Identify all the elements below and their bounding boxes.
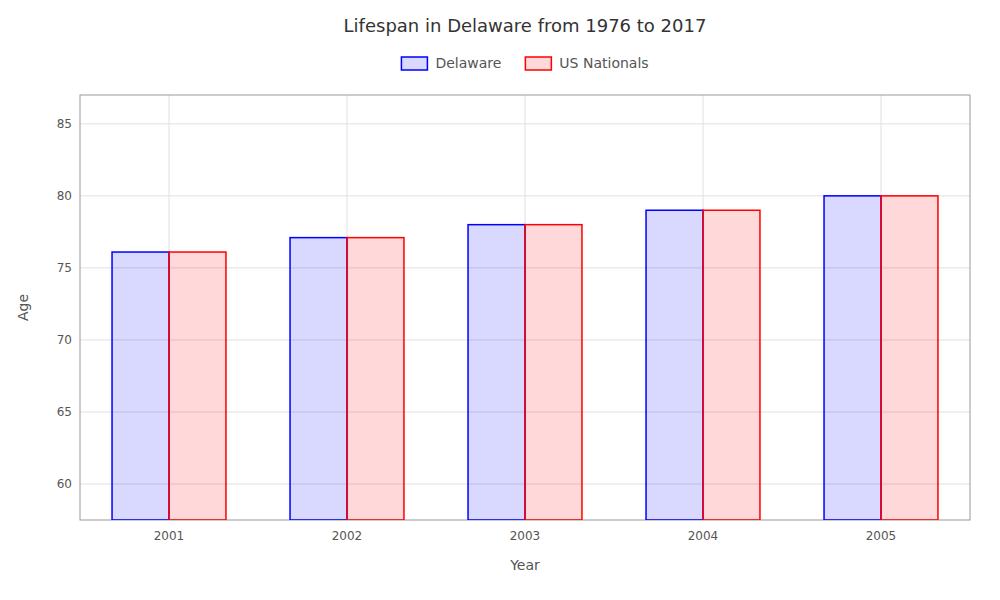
- legend-item: US Nationals: [525, 55, 648, 71]
- bar: [290, 238, 347, 520]
- x-tick-label: 2004: [688, 529, 719, 543]
- title: Lifespan in Delaware from 1976 to 2017: [344, 15, 707, 36]
- bars: [112, 196, 938, 520]
- y-tick-label: 80: [57, 189, 72, 203]
- y-tick-label: 65: [57, 405, 72, 419]
- x-tick-label: 2001: [154, 529, 185, 543]
- legend-label: Delaware: [435, 55, 501, 71]
- legend: Delaware US Nationals: [401, 55, 648, 71]
- y-tick-label: 70: [57, 333, 72, 347]
- bar: [525, 225, 582, 520]
- chart: 60 65 70 75 80 85 2001 2002 2003 2004 2005 Year Age L…: [0, 0, 1000, 600]
- bar: [169, 252, 226, 520]
- bar: [468, 225, 525, 520]
- x-tick-label: 2005: [866, 529, 897, 543]
- legend-swatch: [525, 57, 551, 70]
- chart-container: 60 65 70 75 80 85 2001 2002 2003 2004 2005 Year Age L…: [0, 0, 1000, 600]
- legend-item: Delaware: [401, 55, 501, 71]
- legend-swatch: [401, 57, 427, 70]
- bar: [347, 238, 404, 520]
- grid: [80, 95, 970, 520]
- bar: [824, 196, 881, 520]
- bar: [881, 196, 938, 520]
- x-tick-label: 2003: [510, 529, 541, 543]
- legend-label: US Nationals: [559, 55, 648, 71]
- y-tick-label: 75: [57, 261, 72, 275]
- bar: [112, 252, 169, 520]
- y-tick-label: 85: [57, 117, 72, 131]
- y-axis-label: Age: [15, 294, 31, 321]
- x-axis-label: Year: [509, 557, 540, 573]
- bar: [646, 210, 703, 520]
- y-tick-label: 60: [57, 477, 72, 491]
- x-tick-label: 2002: [332, 529, 363, 543]
- plot-frame: [80, 95, 970, 520]
- bar: [703, 210, 760, 520]
- axes: 60 65 70 75 80 85 2001 2002 2003 2004 2005: [57, 117, 897, 543]
